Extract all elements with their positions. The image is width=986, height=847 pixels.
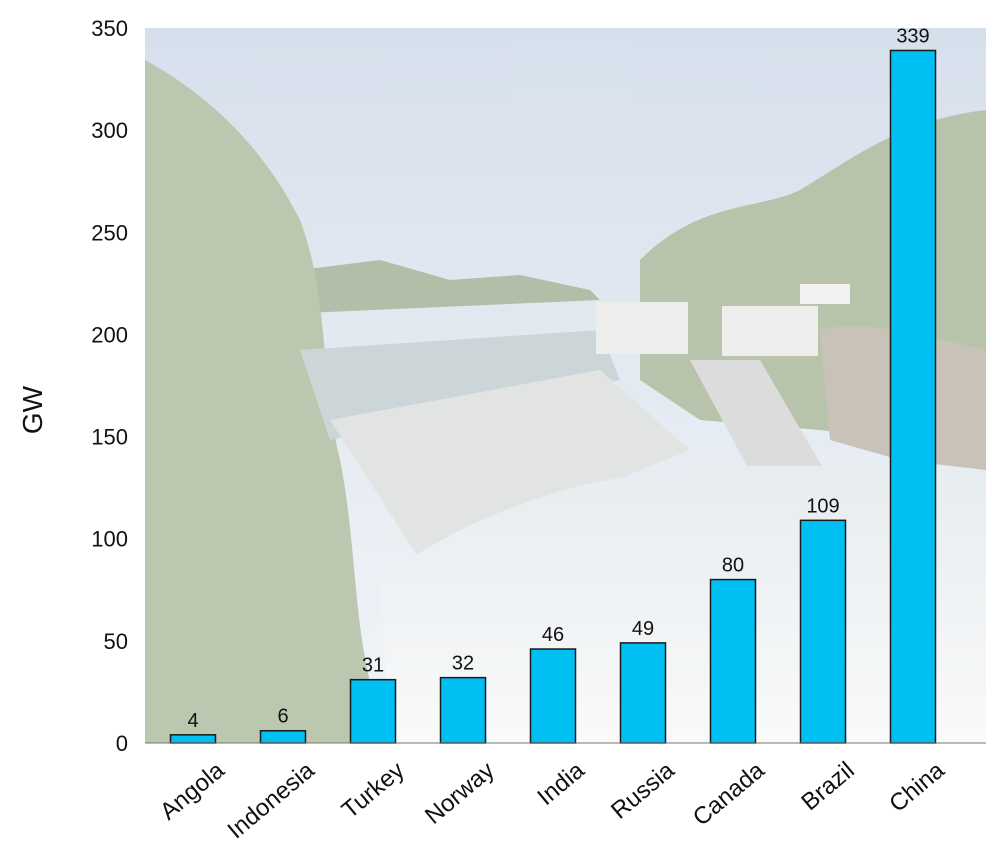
bar-turkey [349,678,397,744]
bar-brazil [799,519,847,744]
y-tick-label: 150 [91,425,128,450]
x-tick-label-russia: Russia [606,756,680,824]
y-tick-label: 50 [104,629,128,654]
y-axis: 0 50 100 150 200 250 300 350 [91,16,128,756]
x-tick-label-turkey: Turkey [337,757,410,824]
data-label-norway: 32 [452,653,474,675]
data-label-angola: 4 [187,710,198,732]
bar-canada [709,578,757,744]
y-axis-title: GW [17,385,48,434]
y-tick-label: 350 [91,16,128,41]
bar-norway [439,676,487,744]
data-label-brazil: 109 [806,495,839,517]
y-tick-label: 200 [91,322,128,347]
data-label-canada: 80 [722,555,744,577]
bar-india [529,648,577,744]
data-label-russia: 49 [632,618,654,640]
y-tick-label: 0 [116,731,128,756]
data-label-china: 339 [896,25,929,47]
data-label-indonesia: 6 [277,706,288,728]
data-label-india: 46 [542,624,564,646]
dam-background-image [145,28,986,743]
y-tick-label: 300 [91,118,128,143]
bar-angola [169,734,217,744]
x-tick-label-norway: Norway [420,757,500,830]
bar-indonesia [259,729,307,744]
y-tick-label: 100 [91,527,128,552]
x-tick-label-angola: Angola [155,756,230,825]
x-tick-label-canada: Canada [688,756,770,831]
bar-china [889,49,937,744]
x-tick-label-indonesia: Indonesia [223,756,321,844]
data-label-turkey: 31 [362,655,384,677]
y-tick-label: 250 [91,220,128,245]
bar-russia [619,642,667,744]
x-tick-label-china: China [884,756,950,817]
x-tick-label-india: India [532,756,590,811]
x-tick-label-brazil: Brazil [796,757,859,816]
